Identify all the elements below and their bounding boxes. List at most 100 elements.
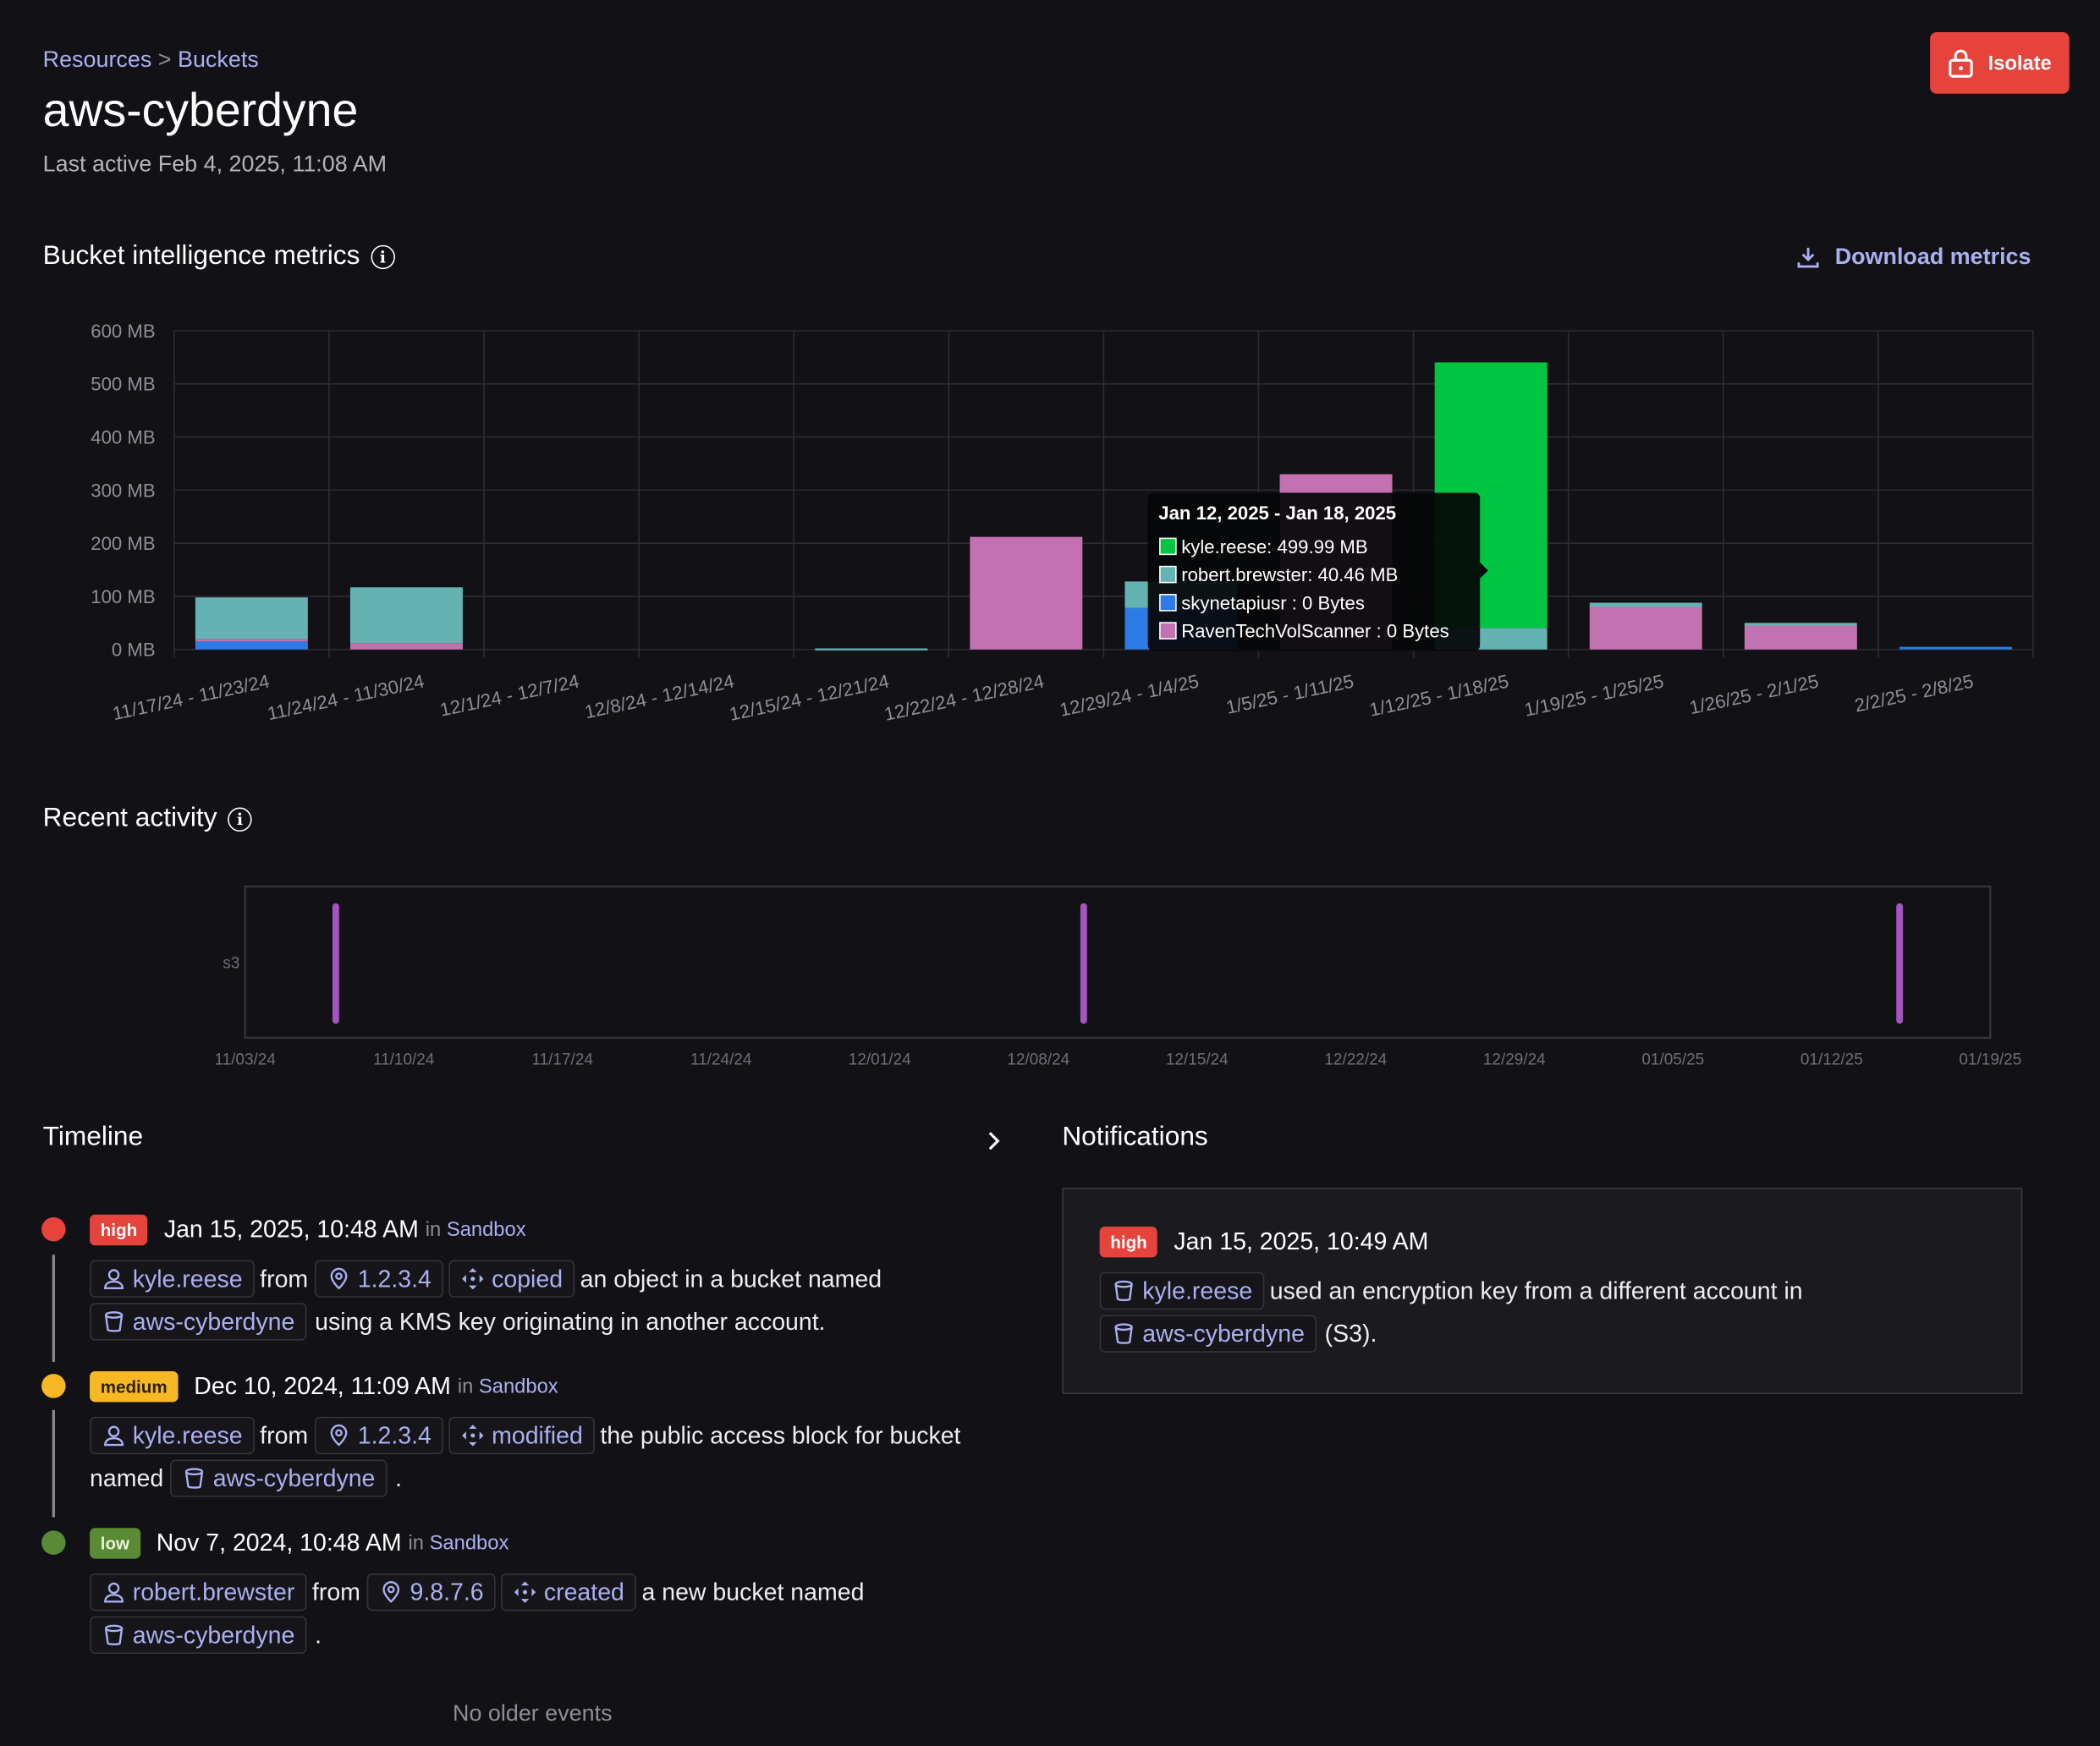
page-title: aws-cyberdyne	[42, 84, 359, 137]
env-link[interactable]: Sandbox	[478, 1374, 558, 1397]
tooltip-swatch	[1159, 565, 1177, 584]
ip-chip[interactable]: 1.2.3.4	[315, 1416, 444, 1455]
action-move-icon	[514, 1581, 536, 1603]
activity-tick-label: 12/01/24	[849, 1051, 911, 1068]
y-tick-label: 300 MB	[91, 480, 155, 501]
bar-robert[interactable]	[349, 587, 463, 644]
from-text: from	[260, 1421, 309, 1449]
action-move-icon	[462, 1268, 484, 1290]
activity-tick-label: 01/19/25	[1959, 1051, 2021, 1068]
ip-chip[interactable]: 1.2.3.4	[315, 1260, 444, 1298]
bar-raven[interactable]	[1744, 625, 1857, 650]
user-name: kyle.reese	[132, 1421, 243, 1449]
timeline-connector	[52, 1255, 55, 1362]
bar-raven[interactable]	[195, 639, 308, 642]
bar-raven[interactable]	[349, 643, 463, 650]
y-tick-label: 200 MB	[91, 533, 155, 554]
severity-badge: medium	[90, 1370, 179, 1402]
notification-card[interactable]: high Jan 15, 2025, 10:49 AM kyle.reese u…	[1062, 1188, 2023, 1394]
tooltip-swatch	[1159, 622, 1177, 640]
breadcrumb-separator: >	[157, 47, 172, 73]
user-chip[interactable]: kyle.reese	[90, 1260, 255, 1298]
location-pin-icon	[382, 1581, 400, 1603]
isolate-button[interactable]: Isolate	[1930, 31, 2070, 94]
event-text: .	[395, 1464, 403, 1491]
action-chip[interactable]: modified	[448, 1416, 596, 1455]
tooltip-swatch	[1159, 594, 1177, 612]
event-text: a new bucket named	[641, 1578, 865, 1606]
severity-badge: high	[1099, 1226, 1158, 1257]
bucket-name: aws-cyberdyne	[132, 1621, 295, 1648]
info-icon[interactable]: i	[371, 244, 395, 269]
x-tick-label: 1/12/25 - 1/18/25	[1367, 671, 1510, 721]
env-link[interactable]: Sandbox	[446, 1217, 526, 1241]
bucket-chip[interactable]: kyle.reese	[1099, 1271, 1265, 1310]
metrics-title: Bucket intelligence metrics i	[43, 241, 395, 272]
bucket-chip[interactable]: aws-cyberdyne	[90, 1616, 307, 1655]
activity-tick-label: 01/05/25	[1641, 1051, 1704, 1068]
notifications-title: Notifications	[1062, 1122, 1208, 1152]
bucket-icon	[104, 1624, 124, 1645]
bar-skynet[interactable]	[195, 641, 308, 650]
user-chip[interactable]: kyle.reese	[90, 1416, 255, 1455]
tooltip-row: skynetapiusr : 0 Bytes	[1181, 592, 1365, 613]
metrics-chart: 0 MB 100 MB 200 MB 300 MB 400 MB 500 MB 600 MB…	[91, 321, 2034, 725]
action-chip[interactable]: copied	[448, 1260, 575, 1298]
event-text: the public access block for bucket	[600, 1421, 961, 1449]
activity-tick-label: 01/12/25	[1800, 1051, 1863, 1068]
download-icon	[1797, 247, 1819, 268]
location-pin-icon	[330, 1267, 348, 1290]
info-icon[interactable]: i	[228, 806, 252, 832]
y-tick-label: 600 MB	[91, 321, 155, 342]
user-icon	[104, 1269, 124, 1290]
activity-tick-label: 12/08/24	[1007, 1051, 1069, 1068]
chevron-right-icon[interactable]	[983, 1128, 1004, 1152]
event-text: .	[315, 1621, 322, 1648]
bucket-icon	[104, 1311, 124, 1332]
env-link[interactable]: Sandbox	[429, 1531, 509, 1555]
activity-tick-label: 11/17/24	[531, 1051, 593, 1068]
x-tick-label: 1/5/25 - 1/11/25	[1224, 671, 1355, 718]
location-pin-icon	[330, 1424, 348, 1447]
bar-robert[interactable]	[815, 648, 928, 651]
x-tick-label: 11/24/24 - 11/30/24	[266, 671, 426, 725]
ip-chip[interactable]: 9.8.7.6	[366, 1573, 496, 1611]
download-metrics-label: Download metrics	[1834, 244, 2031, 270]
bucket-icon	[1114, 1280, 1133, 1302]
no-older-events: No older events	[453, 1700, 613, 1727]
notification-text: used an encryption key from a different …	[1269, 1277, 1803, 1304]
ip-address: 9.8.7.6	[410, 1578, 484, 1606]
bar-raven[interactable]	[970, 536, 1083, 650]
bar-robert[interactable]	[195, 597, 308, 640]
bucket-chip[interactable]: aws-cyberdyne	[90, 1303, 307, 1341]
action-chip[interactable]: created	[501, 1573, 637, 1611]
bucket-chip[interactable]: aws-cyberdyne	[170, 1459, 388, 1497]
isolate-label: Isolate	[1987, 51, 2052, 74]
user-chip[interactable]: robert.brewster	[90, 1573, 307, 1611]
download-metrics-button[interactable]: Download metrics	[1795, 244, 2031, 271]
action-name: copied	[492, 1265, 563, 1292]
breadcrumb-buckets-link[interactable]: Buckets	[178, 47, 259, 73]
activity-title: Recent activity i	[43, 804, 252, 834]
activity-frame	[244, 885, 1992, 1040]
action-name: created	[543, 1578, 624, 1606]
tooltip-row: robert.brewster: 40.46 MB	[1181, 564, 1398, 585]
from-text: from	[260, 1265, 309, 1292]
bar-raven[interactable]	[1589, 607, 1702, 650]
user-icon	[104, 1425, 124, 1447]
x-tick-label: 11/17/24 - 11/23/24	[111, 671, 272, 725]
tooltip-arrow	[1480, 562, 1488, 579]
breadcrumb-resources-link[interactable]: Resources	[42, 47, 152, 73]
severity-badge: low	[90, 1527, 140, 1558]
breadcrumb: Resources > Buckets	[43, 47, 259, 74]
bar-skynet[interactable]	[1899, 646, 2012, 650]
timeline-event: low Nov 7, 2024, 10:48 AM in Sandbox rob…	[90, 1527, 864, 1657]
bar-robert[interactable]	[1744, 623, 1857, 626]
bucket-name: aws-cyberdyne	[132, 1307, 295, 1335]
metrics-title-text: Bucket intelligence metrics	[42, 240, 360, 271]
severity-badge: high	[90, 1213, 148, 1245]
bar-robert[interactable]	[1589, 602, 1702, 607]
tooltip-title: Jan 12, 2025 - Jan 18, 2025	[1158, 502, 1396, 524]
bucket-chip[interactable]: aws-cyberdyne	[1099, 1315, 1317, 1353]
timeline-event: high Jan 15, 2025, 10:48 AM in Sandbox k…	[90, 1213, 882, 1343]
